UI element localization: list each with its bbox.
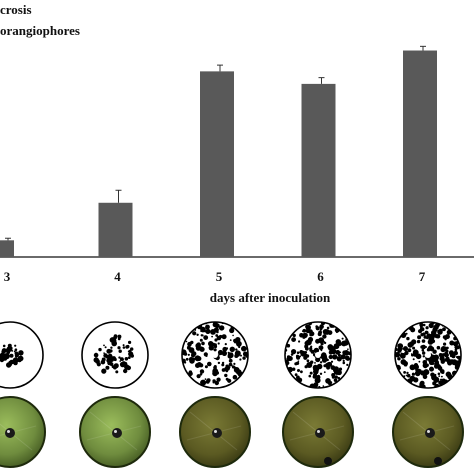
bar-day-4 [98,202,133,257]
legend-line-1: crosis [0,2,32,17]
bar-day-7 [403,50,437,258]
x-tick-label: 3 [4,269,11,284]
leaf-disc-photo [179,396,251,468]
leaf-disc-photo [392,396,464,468]
mask-image [284,321,352,389]
x-tick-label: 5 [216,269,223,284]
legend-line-2: orangiophores [0,23,80,38]
x-tick-label: 7 [419,269,426,284]
leaf-disc-photo [282,396,354,468]
binary-mask-row [0,321,462,389]
bar-day-5 [200,71,234,257]
leaf-disc-photo [79,396,151,468]
x-axis-label: days after inoculation [210,290,331,305]
mask-image [394,321,462,389]
bar-day-6 [301,83,336,257]
x-tick-label: 6 [317,269,324,284]
x-tick-label: 4 [114,269,121,284]
plot-area: 3 4 5 6 7 days after inoculation [0,45,474,305]
mask-image [81,321,149,389]
bar-day-3 [0,240,14,257]
leaf-disc-photo [0,396,46,468]
mask-image [181,321,249,389]
leaf-photo-row [0,396,464,468]
mask-image [0,321,44,389]
